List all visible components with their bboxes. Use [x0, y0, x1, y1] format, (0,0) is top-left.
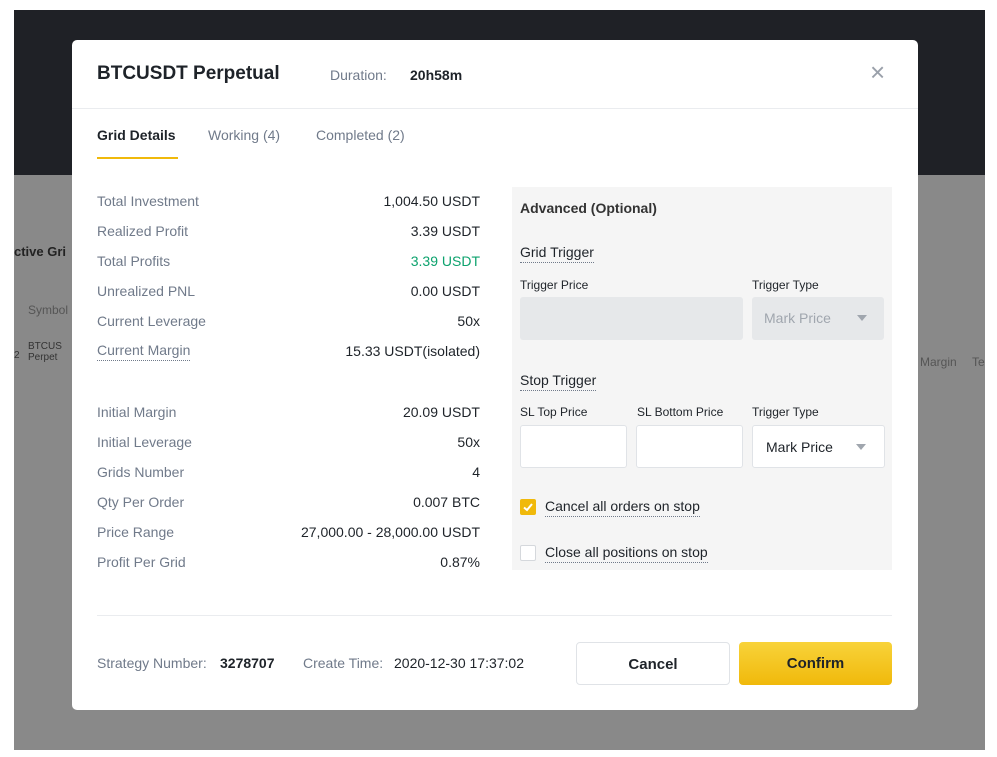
advanced-title: Advanced (Optional)	[520, 200, 657, 216]
field-label: Trigger Type	[752, 278, 819, 292]
detail-label: Profit Per Grid	[97, 554, 186, 570]
bg-text: BTCUS	[28, 341, 62, 352]
time-label: Create Time:	[303, 655, 384, 671]
bg-text: ctive Gri	[14, 244, 67, 259]
detail-value: 0.007 BTC	[413, 494, 480, 510]
detail-label: Total Profits	[97, 253, 171, 269]
option-label[interactable]: Close all positions on stop	[545, 543, 708, 563]
cancel-button[interactable]: Cancel	[576, 642, 730, 685]
detail-label: Initial Leverage	[97, 434, 192, 450]
option-label[interactable]: Cancel all orders on stop	[545, 497, 700, 517]
detail-label: Total Investment	[97, 193, 199, 209]
field-label: SL Bottom Price	[637, 405, 724, 419]
select-value: Mark Price	[764, 310, 831, 326]
field-label: Trigger Type	[752, 405, 819, 419]
bg-text: Te	[972, 355, 985, 369]
bg-text: Margin	[920, 355, 957, 369]
detail-label: Qty Per Order	[97, 494, 185, 510]
modal-title: BTCUSDT Perpetual	[97, 63, 280, 84]
tab-underline	[97, 157, 178, 159]
tab[interactable]: Grid Details	[97, 127, 176, 143]
detail-value: 3.39 USDT	[410, 253, 480, 269]
detail-value: 15.33 USDT(isolated)	[345, 343, 480, 359]
detail-value: 50x	[457, 434, 480, 450]
tab[interactable]: Working (4)	[208, 127, 281, 143]
modal: BTCUSDT Perpetual Duration: 20h58m × Gri…	[72, 40, 918, 710]
time-value: 2020-12-30 17:37:02	[394, 655, 524, 671]
dropdown-arrow	[857, 315, 867, 321]
detail-value: 20.09 USDT	[402, 404, 480, 420]
detail-label: Initial Margin	[97, 404, 177, 420]
strategy-label: Strategy Number:	[97, 655, 207, 671]
sl-bottom-input[interactable]	[636, 425, 743, 468]
detail-label: Current Leverage	[97, 313, 206, 329]
detail-value: 1,004.50 USDT	[383, 193, 481, 209]
detail-value: 0.00 USDT	[410, 283, 480, 299]
detail-value: 0.87%	[440, 554, 480, 570]
confirm-button[interactable]: Confirm	[739, 642, 892, 685]
divider	[72, 108, 918, 109]
detail-label: Price Range	[97, 524, 175, 540]
detail-label: Grids Number	[97, 464, 185, 480]
sl-top-input[interactable]	[520, 425, 627, 468]
stop-type-select[interactable]: Mark Price	[752, 425, 885, 468]
detail-value: 3.39 USDT	[410, 223, 480, 239]
field-label: SL Top Price	[520, 405, 588, 419]
select-value: Mark Price	[766, 439, 833, 455]
detail-label: Current Margin	[97, 341, 191, 361]
bg-text: Symbol	[28, 303, 69, 317]
advanced-panel: Advanced (Optional) Grid Trigger Trigger…	[512, 187, 892, 570]
bg-text: Perpet	[28, 352, 58, 363]
trigger-type-select: Mark Price	[752, 297, 884, 340]
dropdown-arrow	[856, 444, 866, 450]
field-label: Trigger Price	[520, 278, 589, 292]
close-button[interactable]: ×	[870, 57, 886, 87]
divider	[97, 615, 892, 616]
duration-value: 20h58m	[410, 67, 463, 83]
trigger-price-input	[520, 297, 743, 340]
tab[interactable]: Completed (2)	[316, 127, 405, 143]
check-mark	[523, 503, 533, 512]
checkbox[interactable]	[520, 545, 536, 561]
stop-trigger-title: Stop Trigger	[520, 371, 597, 391]
grid-trigger-title: Grid Trigger	[520, 243, 594, 263]
bg-text: 2	[14, 350, 20, 361]
checkbox[interactable]	[520, 499, 536, 515]
detail-label: Realized Profit	[97, 223, 189, 239]
duration-label: Duration:	[330, 67, 387, 83]
detail-value: 4	[472, 464, 480, 480]
strategy-value: 3278707	[220, 655, 275, 671]
detail-value: 50x	[457, 313, 480, 329]
detail-label: Unrealized PNL	[97, 283, 196, 299]
detail-value: 27,000.00 - 28,000.00 USDT	[300, 524, 480, 540]
